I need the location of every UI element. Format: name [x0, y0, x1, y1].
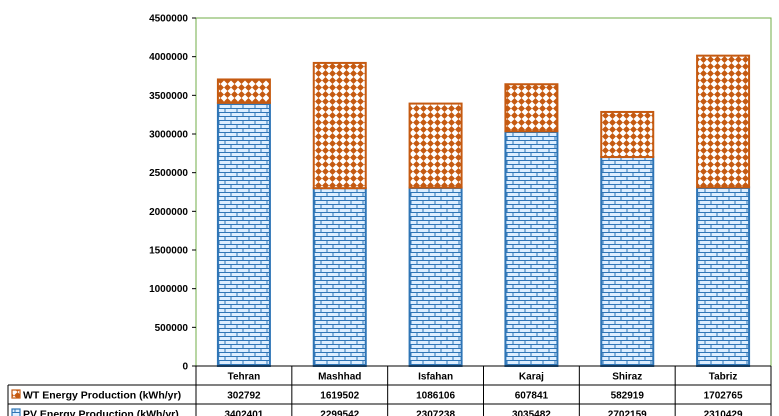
category-label: Tehran — [228, 372, 261, 383]
bar-pv — [216, 101, 271, 368]
legend-entry: PV Energy Production (kWh/yr) — [23, 409, 179, 416]
bar-pv — [312, 187, 367, 367]
y-tick-label: 1000000 — [149, 284, 188, 295]
category-label: Mashhad — [318, 372, 361, 383]
table-cell-value: 1086106 — [416, 391, 455, 402]
bar-pv — [408, 186, 463, 367]
table-cell-value: 1702765 — [704, 391, 743, 402]
table-cell-value: 2307238 — [416, 410, 455, 416]
y-tick-label: 4000000 — [149, 52, 188, 63]
category-label: Isfahan — [418, 372, 453, 383]
table-cell-value: 3035482 — [512, 410, 551, 416]
legend-key — [11, 389, 21, 399]
y-tick-label: 2500000 — [149, 168, 188, 179]
bar-wt — [600, 110, 655, 159]
category-label: Karaj — [519, 372, 544, 383]
y-tick-label: 2000000 — [149, 207, 188, 218]
bar-pv — [696, 186, 751, 367]
bar-wt — [216, 78, 271, 104]
category-label: Tabriz — [709, 372, 738, 383]
y-tick-label: 4500000 — [149, 14, 188, 25]
legend-key — [11, 408, 21, 416]
table-cell-value: 607841 — [515, 391, 549, 402]
table-cell-value: 582919 — [611, 391, 645, 402]
category-label: Shiraz — [612, 372, 642, 383]
table-cell-value: 1619502 — [320, 391, 359, 402]
table-cell-value: 3402401 — [224, 410, 263, 416]
table-cell-value: 2310429 — [704, 410, 743, 416]
bar-pv — [600, 156, 655, 367]
y-tick-label: 3000000 — [149, 130, 188, 141]
y-tick-label: 0 — [182, 362, 188, 373]
table-cell-value: 2702159 — [608, 410, 647, 416]
plot-area-border — [195, 17, 772, 367]
bar-wt — [504, 83, 559, 133]
y-tick-label: 1500000 — [149, 246, 188, 257]
bar-pv — [504, 130, 559, 367]
legend-entry: WT Energy Production (kWh/yr) — [23, 390, 181, 402]
y-tick-label: 500000 — [155, 323, 189, 334]
table-cell-value: 2299542 — [320, 410, 359, 416]
bar-wt — [312, 61, 367, 190]
bar-wt — [696, 54, 751, 189]
bar-wt — [408, 102, 463, 189]
table-cell-value: 302792 — [227, 391, 261, 402]
y-tick-label: 3500000 — [149, 91, 188, 102]
